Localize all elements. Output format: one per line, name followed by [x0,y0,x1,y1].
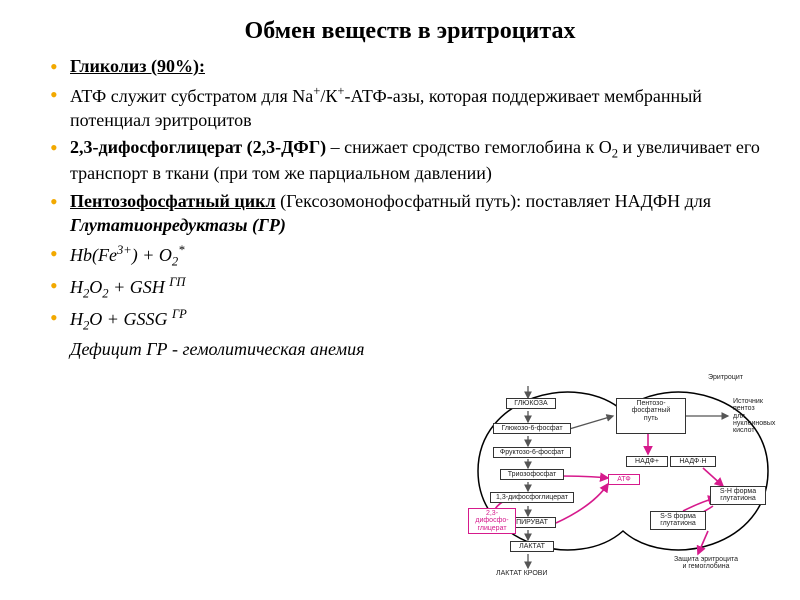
glycolysis-heading: Гликолиз (90%): [70,56,205,76]
erythrocyte-diagram: Эритроцит ГЛЮКОЗА Глюкозо-6-фосфат Фрукт… [458,356,788,586]
box-glucose: ГЛЮКОЗА [506,398,556,409]
pentose-text: Пентозофосфатный цикл (Гексозомонофосфат… [70,191,711,235]
box-f6p: Фруктозо-6-фосфат [493,447,571,458]
box-nadph: НАДФ·Н [670,456,716,467]
atp-text: АТФ служит субстратом для Na+/К+-АТФ-азы… [70,86,702,130]
box-lactate: ЛАКТАТ [510,541,554,552]
box-nadp: НАДФ+ [626,456,668,467]
box-pentose-path: Пентозо- фосфатный путь [616,398,686,434]
bullet-hb: Hb(Fe3+) + O2* [48,242,770,270]
deficit-text: Дефицит ГР - гемолитическая анемия [70,339,364,359]
lactate-blood-label: ЛАКТАТ КРОВИ [496,570,547,577]
bullet-dpg: 2,3-дифосфоглицерат (2,3-ДФГ) – снижает … [48,136,770,186]
box-gssg: S-S форма глутатиона [650,511,706,530]
hb-text: Hb(Fe3+) + O2* [70,245,185,265]
bullet-glycolysis: Гликолиз (90%): [48,55,770,79]
bullet-h2o2: H2O2 + GSH ГП [48,274,770,302]
dpg-text: 2,3-дифосфоглицерат (2,3-ДФГ) – снижает … [70,137,760,183]
protect-label: Защита эритроцита и гемоглобина [656,556,756,571]
box-gsh: S-H форма глутатиона [710,486,766,505]
h2o2-text: H2O2 + GSH ГП [70,277,186,297]
box-23dpg: 2,3-дифосфо- глицерат [468,508,516,534]
box-triose: Триозофосфат [500,469,564,480]
pentose-out-label: Источник пентоз для нуклеиновых кислот [733,398,785,435]
cell-label: Эритроцит [708,374,743,381]
h2o-text: H2O + GSSG ГР [70,309,187,329]
page-title: Обмен веществ в эритроцитах [48,18,772,45]
bullet-atp: АТФ служит субстратом для Na+/К+-АТФ-азы… [48,83,770,133]
box-g6p: Глюкозо-6-фосфат [493,423,571,434]
bullet-pentose: Пентозофосфатный цикл (Гексозомонофосфат… [48,190,770,238]
bullet-h2o: H2O + GSSG ГР [48,306,770,334]
box-13bpg: 1,3-дифосфоглицерат [490,492,574,503]
bullet-list: Гликолиз (90%): АТФ служит субстратом дл… [48,55,772,334]
box-atp: АТФ [608,474,640,485]
